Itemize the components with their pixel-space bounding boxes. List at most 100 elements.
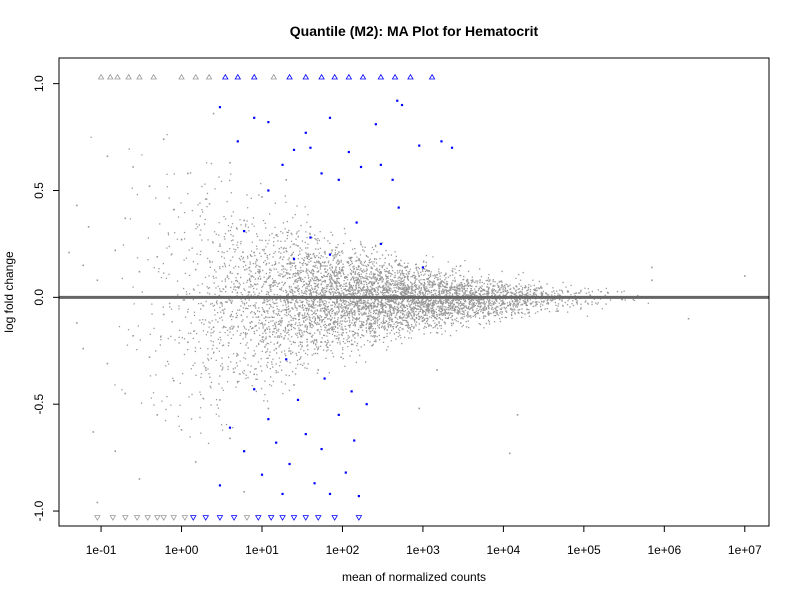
- data-point: [422, 292, 424, 294]
- significant-point: [296, 398, 300, 402]
- out-of-range-up-point: [331, 73, 338, 80]
- significant-point: [440, 140, 443, 143]
- data-point: [575, 292, 577, 294]
- out-of-range-down-point: [355, 515, 363, 521]
- significant-point: [285, 358, 288, 361]
- data-point: [414, 277, 416, 279]
- significant-point: [275, 441, 278, 444]
- data-point: [138, 478, 141, 480]
- significant-point: [350, 390, 353, 393]
- data-point: [299, 341, 302, 344]
- data-point: [390, 324, 392, 326]
- data-point: [87, 226, 90, 228]
- significant-point: [323, 377, 326, 380]
- data-point: [180, 238, 183, 241]
- data-point: [487, 305, 490, 307]
- data-point: [407, 315, 409, 318]
- out-of-range-down-point: [255, 515, 262, 521]
- data-point: [253, 373, 256, 376]
- data-point: [172, 208, 175, 211]
- significant-point: [320, 447, 323, 451]
- data-point: [219, 399, 221, 401]
- data-point: [106, 362, 109, 365]
- out-of-range-down-point: [216, 515, 224, 521]
- out-of-range-down-point: [121, 515, 129, 521]
- significant-point: [450, 146, 454, 149]
- data-point: [261, 196, 263, 198]
- data-point: [478, 300, 480, 303]
- data-point: [96, 279, 99, 282]
- data-point: [323, 307, 326, 309]
- significant-point: [236, 140, 239, 143]
- data-point: [96, 501, 99, 504]
- out-of-range-down-point: [144, 515, 152, 521]
- out-of-range-up-point: [286, 73, 293, 80]
- significant-point: [309, 236, 312, 239]
- data-point: [502, 302, 505, 305]
- data-point: [180, 429, 183, 431]
- out-of-range-down-point: [189, 515, 197, 521]
- data-point: [194, 461, 197, 463]
- data-point: [293, 262, 295, 264]
- out-of-range-down-point: [290, 515, 298, 521]
- out-of-range-down-point: [279, 515, 286, 521]
- data-point: [341, 266, 344, 269]
- data-point: [229, 437, 231, 440]
- data-point: [478, 287, 480, 290]
- data-point: [487, 292, 490, 294]
- data-point: [519, 294, 521, 297]
- significant-point: [292, 148, 296, 151]
- x-tick-label: 1e+05: [567, 543, 601, 557]
- data-point: [558, 298, 561, 301]
- x-axis-label: mean of normalized counts: [342, 570, 486, 584]
- out-of-range-up-point: [178, 73, 185, 80]
- data-point: [743, 275, 746, 277]
- data-point: [462, 302, 465, 305]
- out-of-range-up-point: [359, 73, 367, 80]
- data-point: [138, 270, 141, 273]
- data-point: [438, 313, 441, 316]
- x-axis: 1e-01 1e+00 1e+01 1e+02 1e+03 1e+04 1e+05 1e+06…: [86, 526, 762, 557]
- out-of-range-up-point: [318, 73, 325, 80]
- significant-point: [267, 121, 270, 124]
- data-point: [172, 379, 175, 382]
- data-point: [407, 287, 409, 290]
- data-point: [446, 283, 448, 286]
- data-point: [365, 277, 368, 279]
- data-point: [390, 283, 392, 286]
- data-point: [687, 317, 690, 320]
- data-point: [212, 112, 215, 115]
- chart-title: Quantile (M2): MA Plot for Hematocrit: [290, 23, 539, 39]
- significant-point: [243, 450, 246, 453]
- significant-point: [304, 433, 307, 436]
- significant-point: [218, 484, 222, 487]
- out-of-range-down-point: [133, 515, 141, 521]
- data-point: [418, 407, 421, 410]
- significant-point: [313, 482, 316, 485]
- significant-point: [355, 221, 358, 224]
- out-of-range-up-point: [250, 73, 258, 80]
- out-of-range-up-point: [302, 73, 310, 80]
- data-points-layer: [68, 73, 746, 521]
- data-point: [236, 354, 239, 356]
- out-of-range-down-point: [230, 515, 238, 521]
- data-point: [380, 270, 382, 273]
- significant-point: [281, 492, 284, 496]
- data-point: [82, 347, 85, 350]
- significant-point: [243, 229, 246, 233]
- data-point: [194, 268, 197, 271]
- data-point: [358, 258, 360, 260]
- data-point: [350, 285, 353, 288]
- data-point: [323, 251, 326, 254]
- significant-point: [359, 165, 363, 169]
- data-point: [132, 166, 134, 168]
- out-of-range-up-point: [150, 73, 157, 80]
- significant-point: [391, 178, 394, 181]
- x-tick-label: 1e+03: [406, 543, 440, 557]
- data-point: [132, 335, 134, 337]
- significant-point: [309, 146, 312, 149]
- data-point: [446, 300, 448, 303]
- out-of-range-up-point: [106, 73, 114, 80]
- significant-point: [260, 473, 264, 476]
- significant-point: [353, 439, 356, 442]
